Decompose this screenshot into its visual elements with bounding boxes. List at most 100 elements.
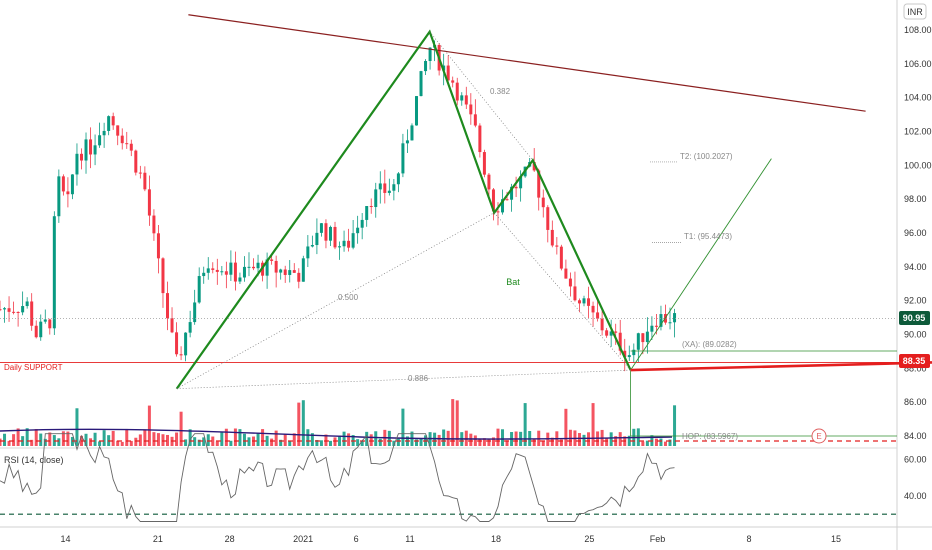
volume-bar-19: [84, 433, 88, 446]
volume-bar-101: [455, 400, 459, 446]
candle-body-14: [61, 176, 65, 192]
rsi-tick-1: 60.00: [904, 454, 927, 464]
pattern-overlay: [0, 14, 932, 437]
price-tick-6: 96.00: [904, 228, 927, 238]
volume-bar-34: [152, 432, 156, 446]
candle-body-26: [116, 125, 120, 136]
candle-body-79: [356, 227, 360, 234]
ratio-label-0886: 0.886: [408, 374, 429, 383]
candle-body-128: [577, 300, 581, 304]
volume-bar-27: [120, 441, 124, 446]
volume-bar-82: [369, 434, 373, 446]
volume-bar-54: [242, 433, 246, 446]
volume-bar-96: [433, 432, 437, 446]
volume-bar-65: [292, 433, 296, 446]
candle-body-126: [568, 278, 572, 287]
candle-body-89: [401, 143, 405, 174]
rsi-tick-0: 40.00: [904, 491, 927, 501]
candle-body-74: [333, 226, 337, 248]
volume-bar-120: [541, 440, 545, 446]
candle-body-82: [369, 206, 373, 208]
volume-bar-67: [301, 400, 305, 446]
time-tick-5: 11: [405, 534, 414, 544]
candle-body-107: [482, 152, 486, 175]
candle-body-122: [550, 229, 554, 246]
candle-body-33: [147, 189, 151, 216]
candle-body-93: [419, 71, 423, 97]
currency-label: INR: [907, 7, 923, 17]
candle-body-99: [446, 65, 450, 81]
volume-bar-49: [220, 431, 224, 446]
xd-ratio-line: [176, 369, 631, 390]
volume-bar-30: [134, 437, 138, 446]
volume-bar-118: [532, 439, 536, 446]
volume-bar-44: [197, 439, 201, 446]
volume-bar-143: [645, 440, 649, 446]
candle-body-9: [39, 321, 43, 338]
ac-ratio-line: [429, 31, 534, 161]
volume-bar-76: [342, 431, 346, 446]
candle-body-118: [532, 162, 536, 171]
candle-body-68: [306, 246, 310, 259]
candle-body-111: [501, 199, 505, 213]
volume-bar-52: [233, 428, 237, 446]
volume-bar-97: [437, 434, 441, 446]
candle-body-59: [265, 259, 269, 276]
candle-body-38: [170, 318, 174, 333]
volume-bar-107: [482, 438, 486, 446]
volume-bar-58: [261, 429, 265, 446]
volume-bar-104: [469, 433, 473, 446]
candle-body-49: [220, 271, 224, 273]
price-tick-4: 92.00: [904, 296, 927, 306]
candle-body-44: [197, 276, 201, 303]
volume-bar-147: [663, 441, 667, 446]
target-hop-label: HOP: (83.5967): [682, 432, 738, 441]
volume-bar-68: [306, 429, 310, 446]
candle-body-127: [573, 286, 577, 301]
candle-body-30: [134, 150, 138, 173]
volume-bar-125: [564, 408, 568, 446]
candle-body-121: [546, 207, 550, 230]
candle-body-115: [519, 176, 523, 189]
volume-bar-92: [414, 439, 418, 446]
ratio-label-0382: 0.382: [490, 87, 511, 96]
volume-bar-9: [39, 433, 43, 446]
volume-bar-6: [25, 428, 29, 446]
currency-badge[interactable]: [903, 3, 927, 20]
volume-bar-55: [247, 437, 251, 446]
candle-body-130: [587, 298, 591, 306]
candle-body-114: [514, 186, 518, 189]
volume-bar-35: [156, 433, 160, 446]
volume-bar-71: [319, 440, 323, 446]
volume-bar-134: [605, 437, 609, 446]
volume-bar-112: [505, 440, 509, 446]
candle-body-42: [188, 322, 192, 333]
candle-body-119: [537, 170, 541, 198]
candle-body-86: [387, 190, 391, 193]
volume-bar-43: [193, 437, 197, 446]
volume-bar-145: [654, 438, 658, 446]
candle-body-75: [338, 246, 342, 248]
candle-body-22: [98, 135, 102, 146]
volume-bar-57: [256, 433, 260, 446]
candle-body-12: [52, 216, 56, 329]
support-ray: [630, 361, 932, 372]
candle-body-29: [129, 143, 133, 151]
time-tick-2: 28: [225, 534, 235, 544]
candle-body-67: [301, 258, 305, 282]
candle-body-110: [496, 211, 500, 213]
volume-bar-110: [496, 428, 500, 446]
candle-body-135: [609, 331, 613, 336]
volume-bar-29: [129, 440, 133, 446]
volume-bar-25: [111, 430, 115, 446]
ratio-label-0500: 0.500: [338, 293, 359, 302]
candle-body-148: [668, 322, 672, 324]
event-marker-circle[interactable]: [811, 428, 827, 444]
volume-bar-146: [659, 438, 663, 446]
candle-body-55: [247, 266, 251, 268]
volume-bar-130: [587, 432, 591, 446]
volume-bar-26: [116, 440, 120, 446]
candle-body-123: [555, 245, 559, 247]
time-tick-10: 15: [831, 534, 841, 544]
